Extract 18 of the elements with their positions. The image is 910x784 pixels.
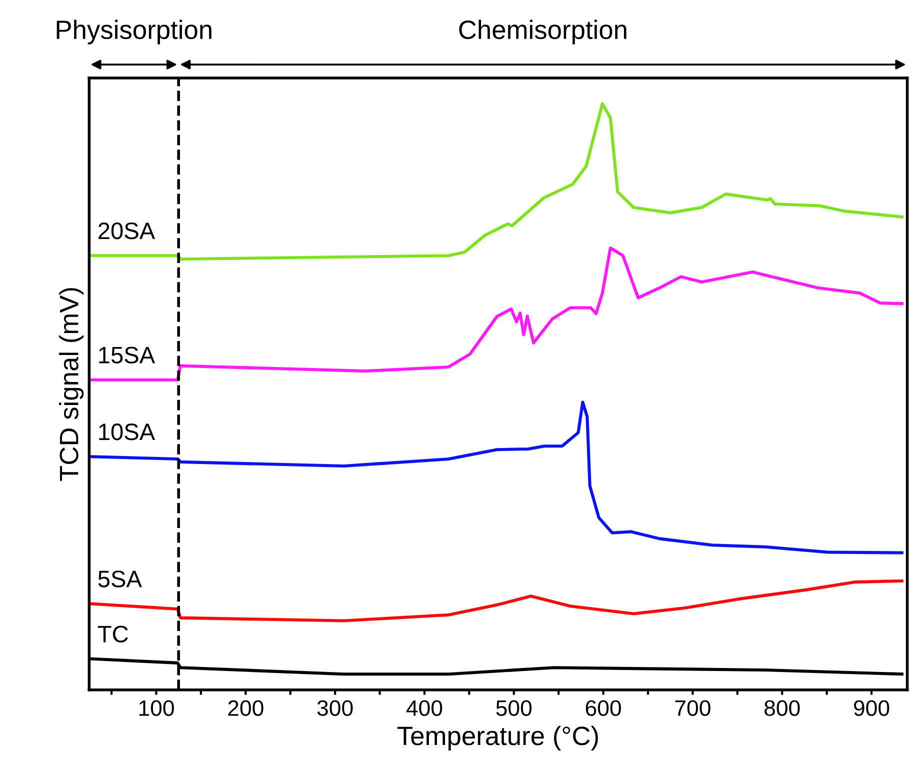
text: Physisorption xyxy=(56,20,212,44)
x-tick-label: 200 xyxy=(228,700,264,716)
series-label: 10SA xyxy=(99,424,156,440)
x-tick-label: 100 xyxy=(139,700,174,716)
x-tick-label: 400 xyxy=(406,700,442,716)
series-label: TC xyxy=(98,626,128,642)
x-tick-label: 900 xyxy=(854,700,890,716)
x-tick-label: 700 xyxy=(675,700,710,716)
x-tick-label: 300 xyxy=(317,700,353,716)
series-label: 15SA xyxy=(99,346,156,364)
text: Chemisorption xyxy=(459,20,626,44)
x-tick-label: 500 xyxy=(496,700,532,716)
x-tick-label: 600 xyxy=(586,700,621,716)
series-label: 5SA xyxy=(98,570,142,588)
series-label: 20SA xyxy=(98,222,156,240)
x-tick-label: 800 xyxy=(764,700,800,716)
x-axis-title: Temperature (°C) xyxy=(398,726,598,751)
y-axis-title: TCD signal (mV) xyxy=(59,288,84,481)
